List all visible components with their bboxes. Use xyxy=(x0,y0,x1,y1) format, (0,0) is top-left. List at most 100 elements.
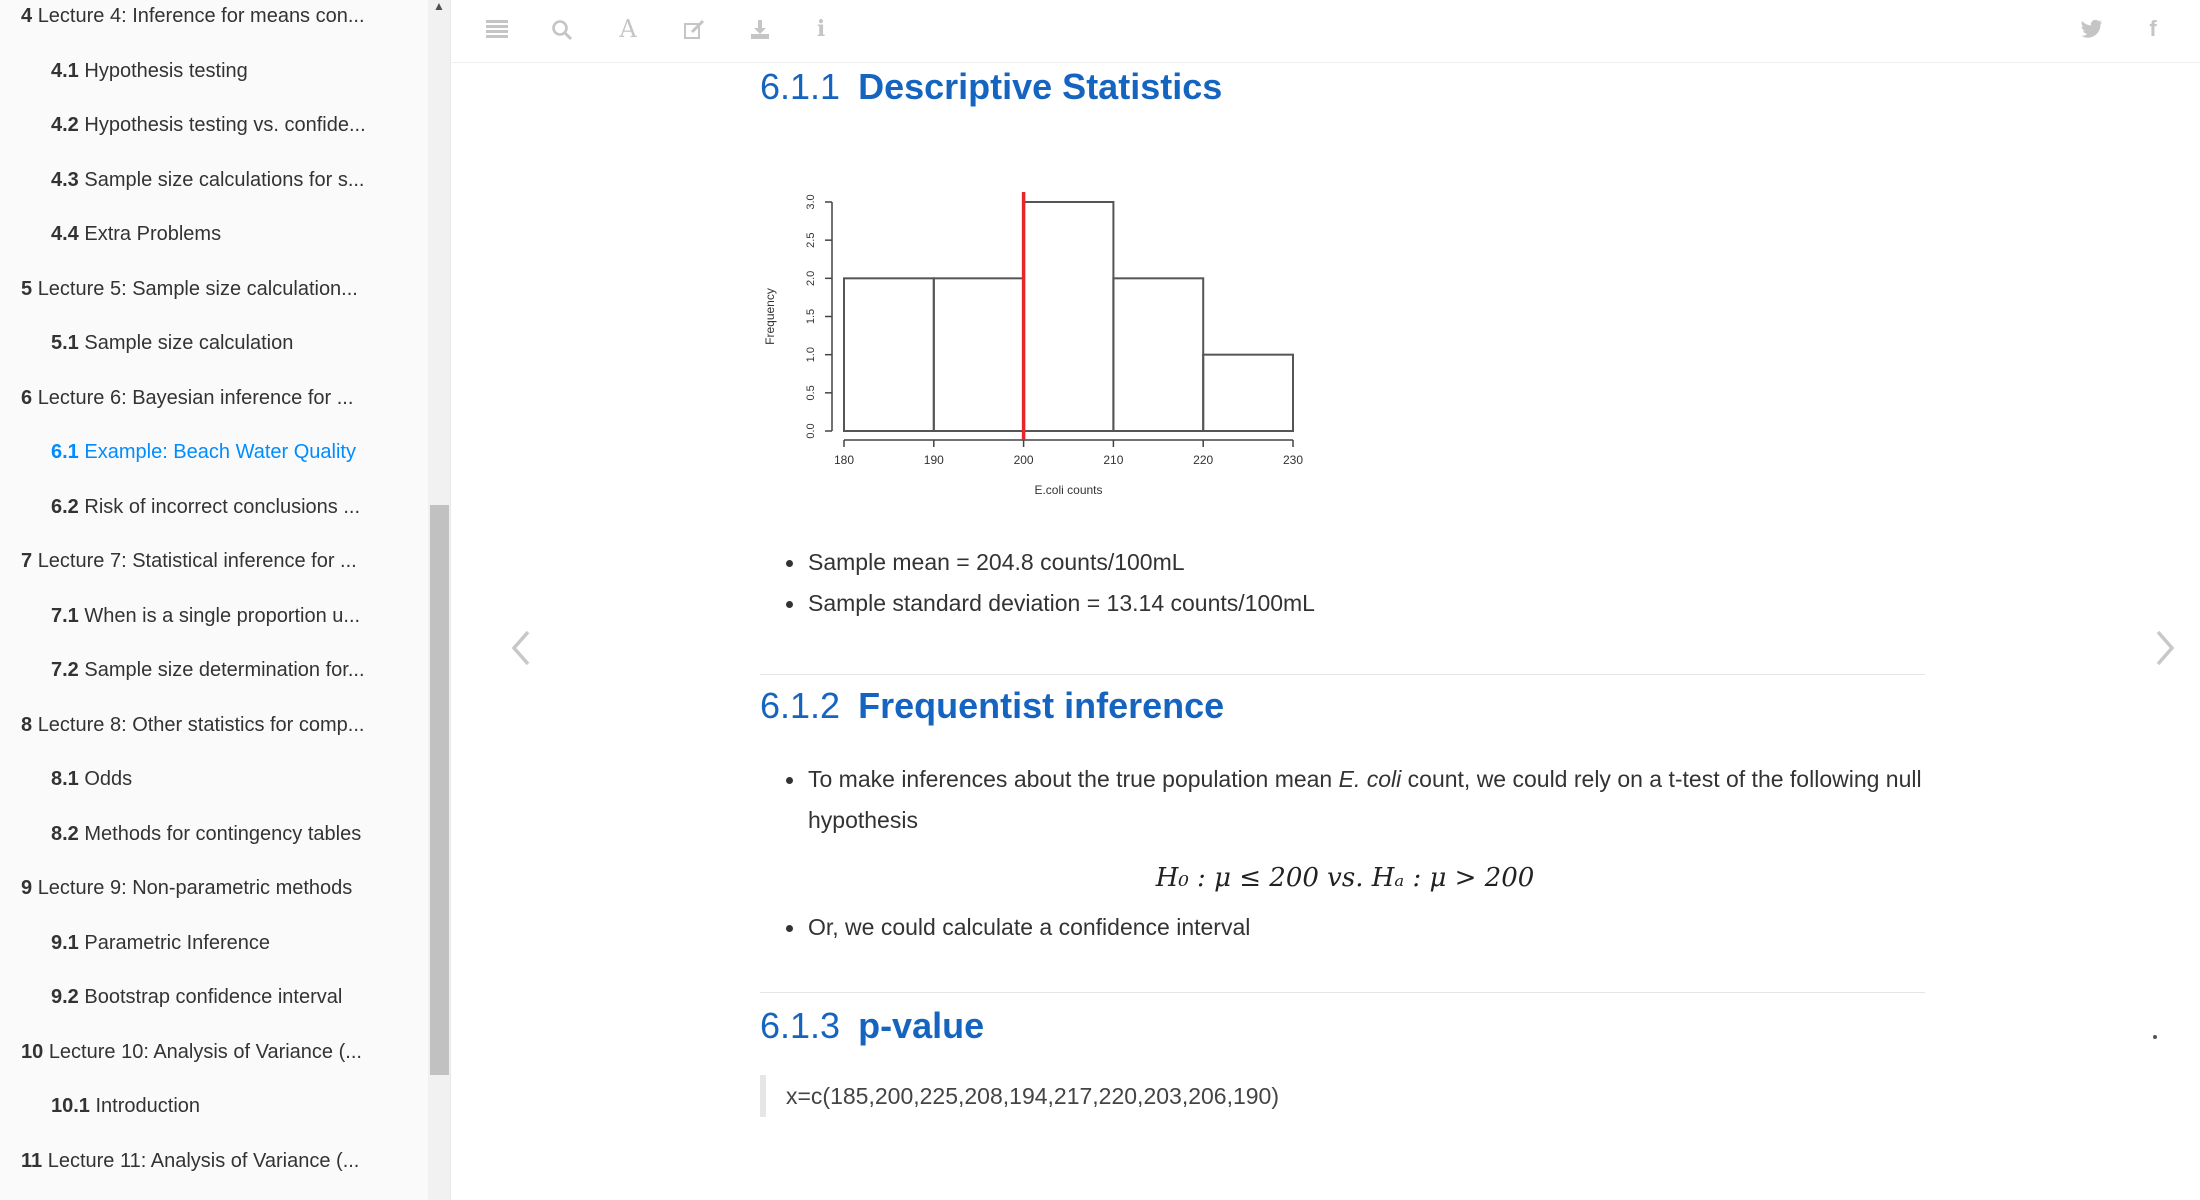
x-tick-label: 190 xyxy=(924,453,944,467)
toc-number: 7 xyxy=(21,550,33,572)
font-icon[interactable]: A xyxy=(619,15,637,43)
sidebar-section-item[interactable]: 9.1 Parametric Inference xyxy=(0,921,410,976)
scrollbar-thumb[interactable] xyxy=(430,505,449,1075)
histogram-bar xyxy=(1022,201,1115,432)
toc-label: Lecture 8: Other statistics for comp... xyxy=(37,713,365,736)
toc-number: 4.3 xyxy=(51,168,79,191)
hypothesis-equation: H₀ : μ ≤ 200 vs. Hₐ : μ > 200 xyxy=(760,855,1930,901)
histogram-chart: 180 190 200 210 220 230 0.0 0.5 1.0 1.5 2.0 2.5 3.0 E… xyxy=(760,182,1930,512)
section-title: Descriptive Statistics xyxy=(858,66,1223,107)
y-tick-label: 1.5 xyxy=(805,309,817,324)
twitter-icon[interactable] xyxy=(2077,14,2107,44)
x-tick-label: 210 xyxy=(1103,453,1123,467)
frequentist-list: To make inferences about the true popula… xyxy=(760,759,1930,841)
list-item-sample-mean: Sample mean = 204.8 counts/100mL xyxy=(786,542,1930,583)
toc-label: Lecture 4: Inference for means con... xyxy=(37,5,365,27)
y-axis-label: Frequency xyxy=(763,288,777,345)
sidebar-section-item[interactable]: 5.1 Sample size calculation xyxy=(0,321,410,376)
toc-number: 4.2 xyxy=(51,114,79,136)
y-tick-label: 1.0 xyxy=(805,347,817,362)
section-number: 6.1.2 xyxy=(760,685,841,726)
sidebar-section-item[interactable]: 7.2 Sample size determination for... xyxy=(0,648,410,703)
species-name: E. coli xyxy=(1338,766,1402,792)
toc-number: 8.2 xyxy=(51,822,79,845)
sidebar-section-item[interactable]: 8.2 Methods for contingency tables xyxy=(0,812,410,867)
info-icon[interactable]: i xyxy=(816,16,826,42)
toc-number: 6 xyxy=(21,386,33,409)
toc-label: Hypothesis testing xyxy=(84,59,248,82)
toc-number: 8.1 xyxy=(51,768,79,790)
x-tick-label: 180 xyxy=(834,453,854,467)
section-heading-descriptive-statistics: 6.1.1 Descriptive Statistics xyxy=(760,62,1930,112)
y-tick-label: 2.0 xyxy=(805,271,817,286)
sidebar-section-item[interactable]: 4.1 Hypothesis testing xyxy=(0,49,410,104)
toc-label: Lecture 10: Analysis of Variance (... xyxy=(48,1040,362,1063)
toc-label: Risk of incorrect conclusions ... xyxy=(84,495,361,518)
sidebar-section-item[interactable]: 6.2 Risk of incorrect conclusions ... xyxy=(0,485,410,540)
x-tick-label: 230 xyxy=(1283,453,1303,467)
toc-number: 9 xyxy=(21,877,33,899)
stray-dot xyxy=(2153,1035,2157,1039)
section-title: p-value xyxy=(858,1005,985,1046)
x-tick-label: 220 xyxy=(1193,453,1213,467)
section-heading-frequentist-inference: 6.1.2 Frequentist inference xyxy=(760,681,1930,731)
sidebar-chapter-item[interactable]: 5 Lecture 5: Sample size calculation... xyxy=(0,267,410,322)
sidebar-section-item[interactable]: 6.1 Example: Beach Water Quality xyxy=(0,430,410,485)
edit-icon[interactable] xyxy=(679,14,709,44)
sidebar-chapter-item[interactable]: 4 Lecture 4: Inference for means con... xyxy=(0,0,410,49)
y-tick-label: 2.5 xyxy=(805,233,817,248)
toc-number: 4.1 xyxy=(51,59,79,82)
toc-label: Hypothesis testing vs. confide... xyxy=(84,114,366,136)
section-heading-p-value: 6.1.3 p-value xyxy=(760,1001,1930,1051)
toc-number: 7.2 xyxy=(51,659,79,681)
toc-label: Methods for contingency tables xyxy=(84,822,362,845)
toc-number: 6.2 xyxy=(51,495,79,518)
y-tick-label: 0.5 xyxy=(805,385,817,400)
histogram-bar xyxy=(843,277,935,433)
sidebar-chapter-item[interactable]: 6 Lecture 6: Bayesian inference for ... xyxy=(0,376,410,431)
toc-number: 8 xyxy=(21,713,33,736)
sidebar-chapter-item[interactable]: 8 Lecture 8: Other statistics for comp..… xyxy=(0,703,410,758)
toc-number: 9.1 xyxy=(51,931,79,954)
toc-number: 7.1 xyxy=(51,604,79,627)
toc-number: 9.2 xyxy=(51,986,79,1008)
scroll-up-arrow-icon[interactable]: ▲ xyxy=(433,0,445,13)
y-tick-label: 3.0 xyxy=(805,194,817,209)
toc-label: When is a single proportion u... xyxy=(84,604,361,627)
sidebar-chapter-item[interactable]: 11 Lecture 11: Analysis of Variance (... xyxy=(0,1139,410,1194)
table-of-contents: 4 Lecture 4: Inference for means con... 4… xyxy=(0,0,410,1193)
sidebar-section-item[interactable]: 10.1 Introduction xyxy=(0,1084,410,1139)
toc-label: Sample size determination for... xyxy=(84,659,365,681)
sidebar-section-item[interactable]: 8.1 Odds xyxy=(0,757,410,812)
facebook-icon[interactable]: f xyxy=(2149,16,2157,41)
list-item-confidence-interval: Or, we could calculate a confidence inte… xyxy=(786,907,1930,948)
frequentist-list-2: Or, we could calculate a confidence inte… xyxy=(760,907,1930,948)
sidebar-chapter-item[interactable]: 10 Lecture 10: Analysis of Variance (... xyxy=(0,1030,410,1085)
sidebar-chapter-item[interactable]: 9 Lecture 9: Non-parametric methods xyxy=(0,866,410,921)
x-axis-label: E.coli counts xyxy=(1034,483,1102,497)
sidebar-section-item[interactable]: 4.2 Hypothesis testing vs. confide... xyxy=(0,103,410,158)
toc-number: 4 xyxy=(21,5,33,27)
previous-page-arrow-icon[interactable] xyxy=(500,620,540,676)
toc-number: 4.4 xyxy=(51,223,79,245)
download-icon[interactable] xyxy=(745,14,775,44)
divider xyxy=(760,674,1925,675)
code-block: x=c(185,200,225,208,194,217,220,203,206,… xyxy=(760,1075,1930,1117)
menu-icon[interactable] xyxy=(482,14,512,44)
text-segment: count, we could rely on a t-test of the … xyxy=(808,766,1922,833)
toc-label: Extra Problems xyxy=(84,223,222,245)
sidebar-section-item[interactable]: 4.4 Extra Problems xyxy=(0,212,410,267)
sidebar-chapter-item[interactable]: 7 Lecture 7: Statistical inference for .… xyxy=(0,539,410,594)
toc-number: 10.1 xyxy=(51,1095,90,1117)
sidebar-section-item[interactable]: 9.2 Bootstrap confidence interval xyxy=(0,975,410,1030)
search-icon[interactable] xyxy=(547,14,577,44)
next-page-arrow-icon[interactable] xyxy=(2146,620,2186,676)
toc-label: Lecture 7: Statistical inference for ... xyxy=(37,550,357,572)
text-segment: To make inferences about the true popula… xyxy=(808,766,1339,792)
toc-number: 10 xyxy=(21,1040,44,1063)
sidebar-section-item[interactable]: 7.1 When is a single proportion u... xyxy=(0,594,410,649)
toc-label: Lecture 5: Sample size calculation... xyxy=(37,277,358,300)
sidebar-section-item[interactable]: 4.3 Sample size calculations for s... xyxy=(0,158,410,213)
toc-number: 6.1 xyxy=(51,441,79,463)
toolbar: A i f xyxy=(450,0,2200,63)
